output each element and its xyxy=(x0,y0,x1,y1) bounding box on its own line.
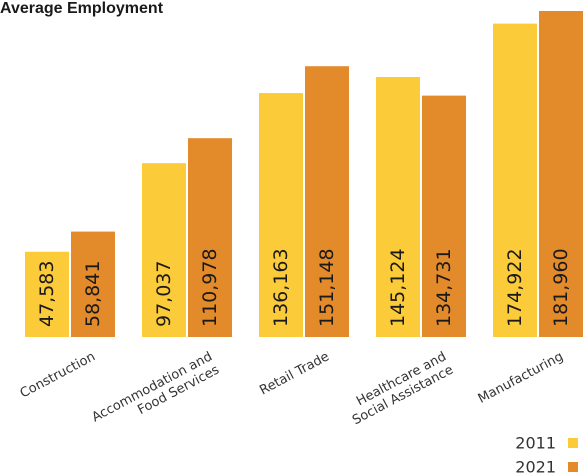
data-label-manufacturing-2011: 174,922 xyxy=(504,248,526,327)
data-label-retail-trade-2021: 151,148 xyxy=(316,248,338,327)
bar-retail-trade-2021 xyxy=(305,66,349,338)
bar-accommodation-and-food-services-2021 xyxy=(188,138,232,337)
legend-label-2011: 2011 xyxy=(515,434,556,453)
data-label-manufacturing-2021: 181,960 xyxy=(550,248,572,327)
data-label-accommodation-and-food-services-2011: 97,037 xyxy=(153,261,175,327)
data-label-construction-2021: 58,841 xyxy=(82,261,104,327)
category-label-retail-trade: Retail Trade xyxy=(257,349,332,398)
legend-label-2021: 2021 xyxy=(515,458,556,474)
category-label-accommodation-and-food-services: Accommodation andFood Services xyxy=(90,349,223,438)
legend-swatch-2021 xyxy=(568,462,578,472)
bar-accommodation-and-food-services-2011 xyxy=(142,163,186,337)
category-label-healthcare-and-social-assistance: Healthcare andSocial Assistance xyxy=(343,349,456,428)
bar-manufacturing-2021 xyxy=(539,11,583,337)
data-label-retail-trade-2011: 136,163 xyxy=(270,248,292,327)
bar-healthcare-and-social-assistance-2021 xyxy=(422,95,466,337)
bar-construction-2011 xyxy=(25,251,69,337)
data-label-construction-2011: 47,583 xyxy=(36,261,58,327)
category-label-construction: Construction xyxy=(18,349,98,401)
chart-title: Average Employment xyxy=(0,0,164,17)
data-label-healthcare-and-social-assistance-2021: 134,731 xyxy=(433,248,455,327)
bar-construction-2021 xyxy=(71,231,115,337)
data-label-healthcare-and-social-assistance-2011: 145,124 xyxy=(387,248,409,327)
bar-manufacturing-2011 xyxy=(493,23,537,337)
category-label-manufacturing: Manufacturing xyxy=(476,349,566,406)
legend-swatch-2011 xyxy=(568,438,578,448)
bar-healthcare-and-social-assistance-2011 xyxy=(376,76,420,337)
data-label-accommodation-and-food-services-2021: 110,978 xyxy=(199,248,221,327)
bar-retail-trade-2011 xyxy=(259,93,303,337)
